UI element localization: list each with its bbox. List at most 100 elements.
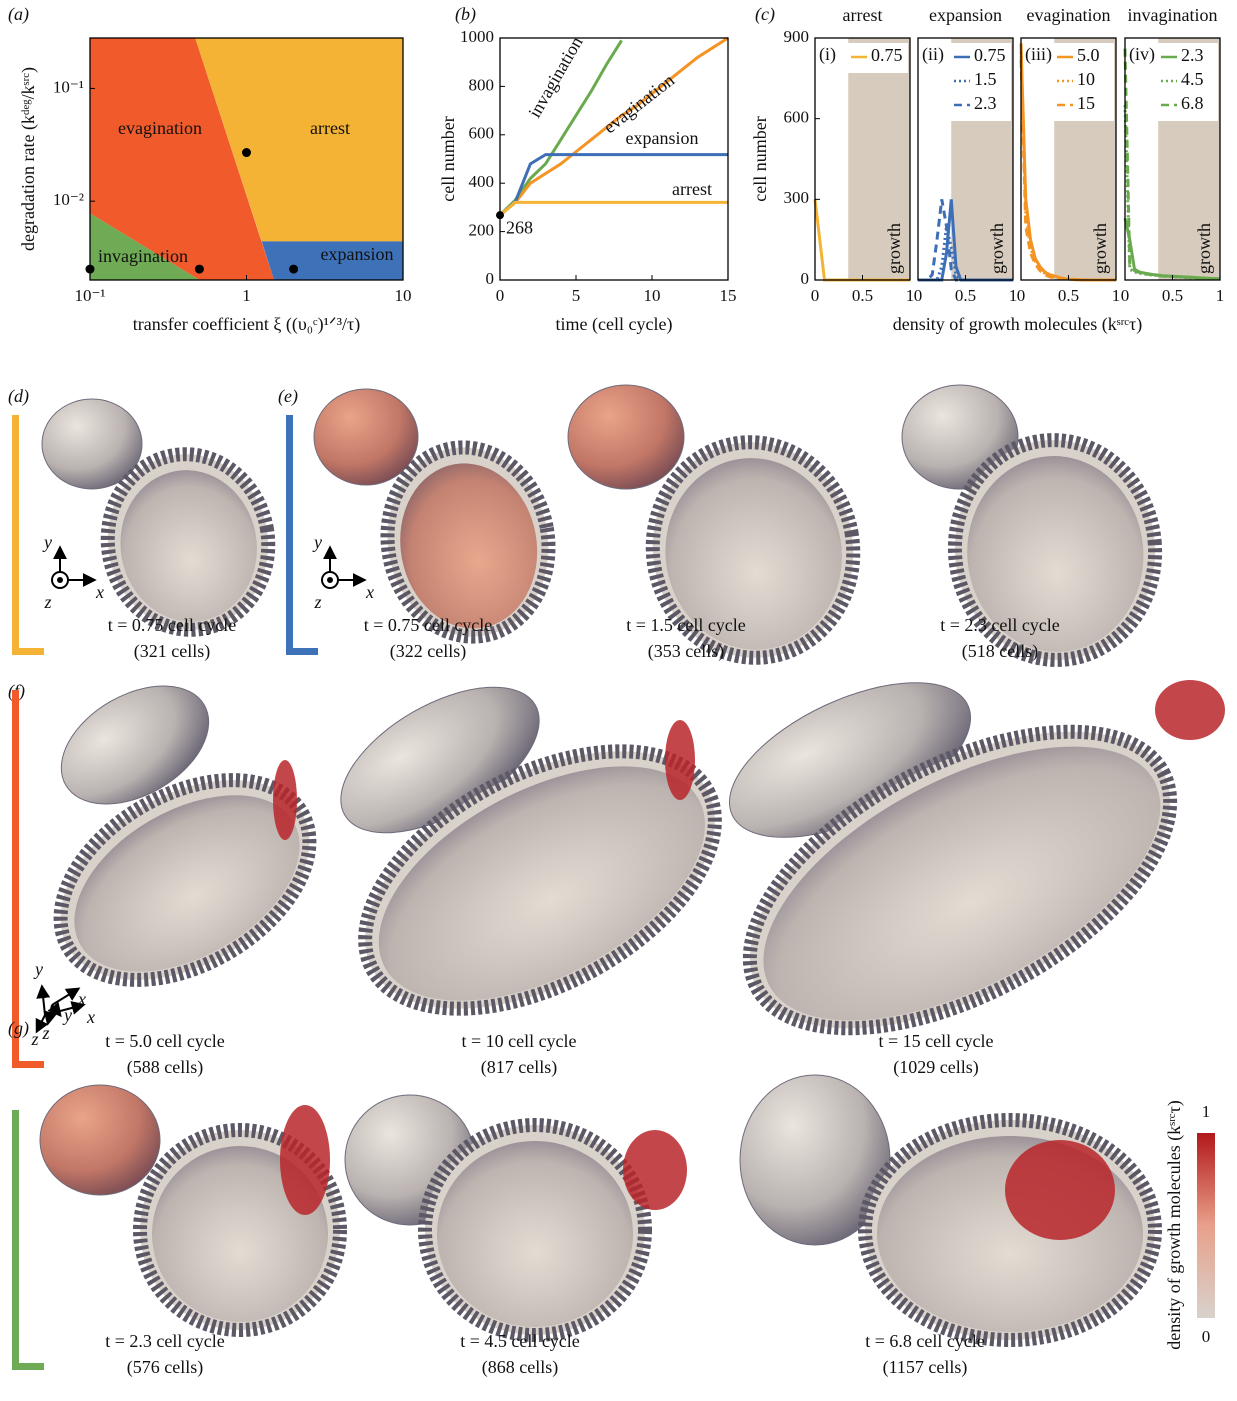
y-tick-label: 300 [784,188,810,207]
frame-time: t = 6.8 cell cycle [865,1331,985,1351]
frame-time: t = 4.5 cell cycle [460,1331,580,1351]
legend-label: 5.0 [1077,45,1100,65]
frame-time: t = 15 cell cycle [878,1031,993,1051]
x-tick-label: 10 [644,286,661,305]
axis-glyph-label: x [95,582,104,602]
y-tick-label: 200 [469,221,495,240]
cell-aggregate [40,1085,160,1195]
frame-cells: (321 cells) [134,641,210,662]
panel-numeral: (iv) [1129,44,1155,65]
chart: growth invagination (iv) 2.3 4.5 6.8 0 0.5 1 [1121,5,1225,305]
legend-label: 1.5 [974,69,997,89]
growth-patch [1005,1140,1115,1240]
axis-arrow [42,987,45,1015]
colorbar-tick-label: 0 [1202,1327,1211,1346]
x-tick-label: 1 [1216,286,1225,305]
x-tick-label: 0 [811,286,820,305]
x-tick-label: 5 [572,286,581,305]
y-axis-label: cell number [750,116,770,201]
axis-glyph-label: x [365,582,374,602]
cell-aggregate [314,389,418,485]
y-tick-label: 400 [469,172,495,191]
axis-glyph-label: y [312,532,322,552]
region-label: expansion [321,244,394,264]
x-tick-label: 0 [1017,286,1026,305]
x-axis-label: density of growth molecules (kˢʳᶜτ) [893,314,1143,335]
x-axis-label: transfer coefficient ξ ((υ₀ᶜ)¹ᐟ³/τ) [133,314,361,335]
figure: (a) evagination arrest expansion invaginatio… [0,0,1237,1401]
y-axis-label: cell number [438,116,458,201]
frame-cells: (322 cells) [390,641,466,662]
frame-cells: (868 cells) [482,1357,558,1378]
frame-time: t = 5.0 cell cycle [105,1031,225,1051]
panel-title: invagination [1128,5,1218,25]
panel-bar [12,690,19,1068]
series-label: arrest [672,179,712,199]
growth-label: growth [884,223,904,274]
panel-bar [12,1110,19,1370]
legend-label: 15 [1077,93,1095,113]
z-axis-dot [327,577,333,583]
growth-label: growth [1090,223,1110,274]
axis-glyph-label: z [43,592,51,612]
panel-label: (c) [755,4,775,25]
axis-glyph-label: z [41,1023,49,1043]
frame-time: t = 10 cell cycle [461,1031,576,1051]
y-tick-label: 900 [784,27,810,46]
panel-numeral: (ii) [922,44,944,65]
cell-aggregate [568,385,684,489]
y-tick-label: 800 [469,75,495,94]
frame-time: t = 0.75 cell cycle [108,615,237,635]
axis-glyph-label: x [77,989,86,1009]
y-tick-label: 600 [469,124,495,143]
axis-glyph-label: x [86,1007,95,1027]
panel-label: (a) [8,4,29,25]
y-tick-label: 10⁻¹ [53,77,84,96]
chart: growthevagination(iii)5.0101500.51 [1017,5,1121,305]
y-tick-label: 600 [784,108,810,127]
legend-label: 0.75 [974,45,1006,65]
x-tick-label: 0.5 [955,286,976,305]
panel-bar [12,415,19,655]
axis-glyph-label: z [30,1029,38,1049]
page: Figure {"chart_data": [ {"type": "phase"… [0,0,1237,1401]
frame-time: t = 2.3 cell cycle [940,615,1060,635]
frame-cells: (1157 cells) [883,1357,968,1378]
legend-label: 0.75 [871,45,903,65]
series-line [500,202,728,215]
panel-bar [286,415,293,655]
frame-time: t = 2.3 cell cycle [105,1331,225,1351]
point [242,148,251,157]
frame-cells: (1029 cells) [893,1057,978,1078]
legend-label: 10 [1077,69,1095,89]
region-label: arrest [310,118,350,138]
legend-label: 2.3 [1181,45,1204,65]
panel-bar-foot [12,1061,44,1068]
panel-numeral: (iii) [1025,44,1052,65]
legend-label: 6.8 [1181,93,1204,113]
frame-cells: (353 cells) [648,641,724,662]
panel-label: (b) [455,4,476,25]
x-tick-label: 0 [1121,286,1130,305]
x-tick-label: 0 [496,286,505,305]
render-panel: (d)t = 0.75 cell cycle(321 cells)yxz [8,386,282,662]
region-label: evagination [118,118,202,138]
panel-numeral: (i) [819,44,836,65]
growth-label: growth [1194,223,1214,274]
frame-cells: (518 cells) [962,641,1038,662]
panel-bar-foot [286,648,318,655]
z-axis-dot [57,577,63,583]
x-tick-label: 0.5 [1162,286,1183,305]
growth-patch [623,1130,687,1210]
y-axis-label: degradation rate (kᵈᵉᵍ/kˢʳᶜ) [18,67,39,251]
axis-glyph-label: y [42,532,52,552]
legend-label: 4.5 [1181,69,1204,89]
x-tick-label: 10 [395,286,412,305]
series-label: expansion [626,128,699,148]
legend-label: 2.3 [974,93,997,113]
panel-title: evagination [1027,5,1111,25]
frame-cells: (817 cells) [481,1057,557,1078]
region-label: invagination [98,246,188,266]
panel-bar-foot [12,1363,44,1370]
colorbar-tick-label: 1 [1202,1102,1211,1121]
